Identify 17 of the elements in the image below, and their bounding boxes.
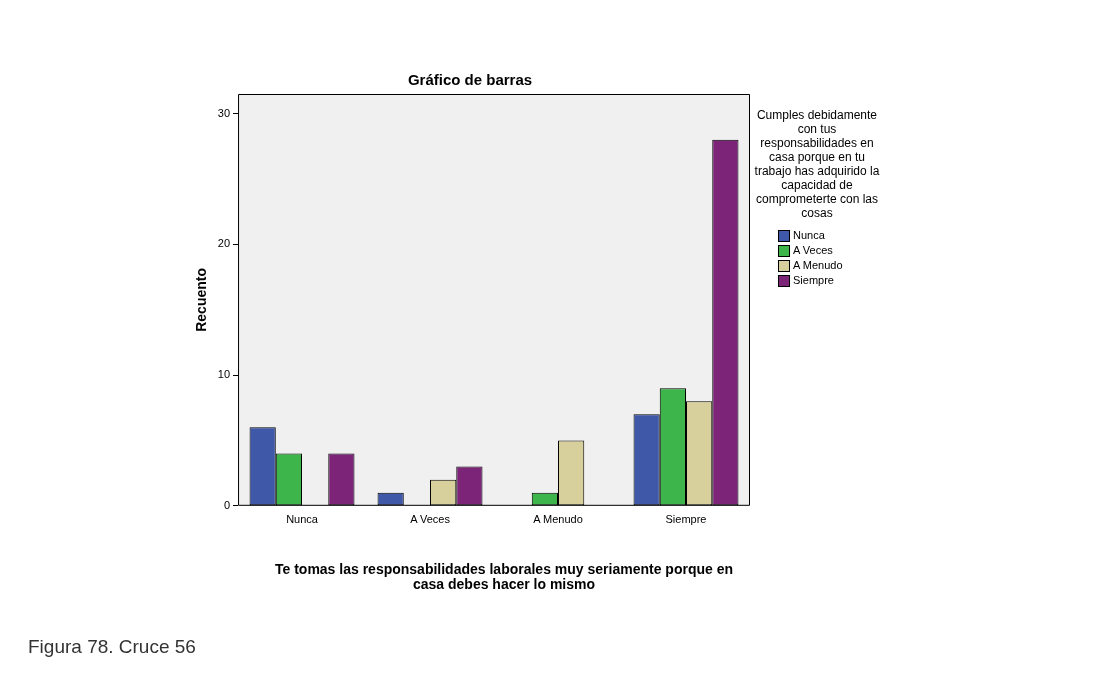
legend-title: Cumples debidamente con tus responsabilidades en casa porque en tu trabajo has adquirido la capacidad de comprometerte con las cosas bbox=[753, 108, 881, 220]
x-tick-label: Siempre bbox=[665, 513, 707, 526]
chart-title: Gráfico de barras bbox=[407, 71, 533, 89]
y-tick-label: 30 bbox=[217, 106, 231, 119]
y-tick-label: 10 bbox=[217, 368, 231, 381]
x-tick-label: Nunca bbox=[286, 513, 319, 526]
legend-label: A Veces bbox=[793, 243, 833, 258]
legend-label: Siempre bbox=[793, 273, 834, 288]
y-tick-label: 20 bbox=[217, 237, 231, 250]
y-axis-title: Recuento bbox=[193, 268, 210, 332]
legend-label: Nunca bbox=[793, 228, 825, 243]
y-tick-label: 0 bbox=[223, 498, 231, 511]
x-tick-label: A Menudo bbox=[533, 513, 583, 526]
legend-label: A Menudo bbox=[793, 258, 843, 273]
text: Figura 78. Cruce 56 bbox=[28, 636, 196, 658]
x-tick-label: A Veces bbox=[410, 513, 451, 526]
x-axis-title: Te tomas las responsabilidades laborales muy seriamente porque en casa debes hacer lo mismo bbox=[274, 561, 734, 592]
